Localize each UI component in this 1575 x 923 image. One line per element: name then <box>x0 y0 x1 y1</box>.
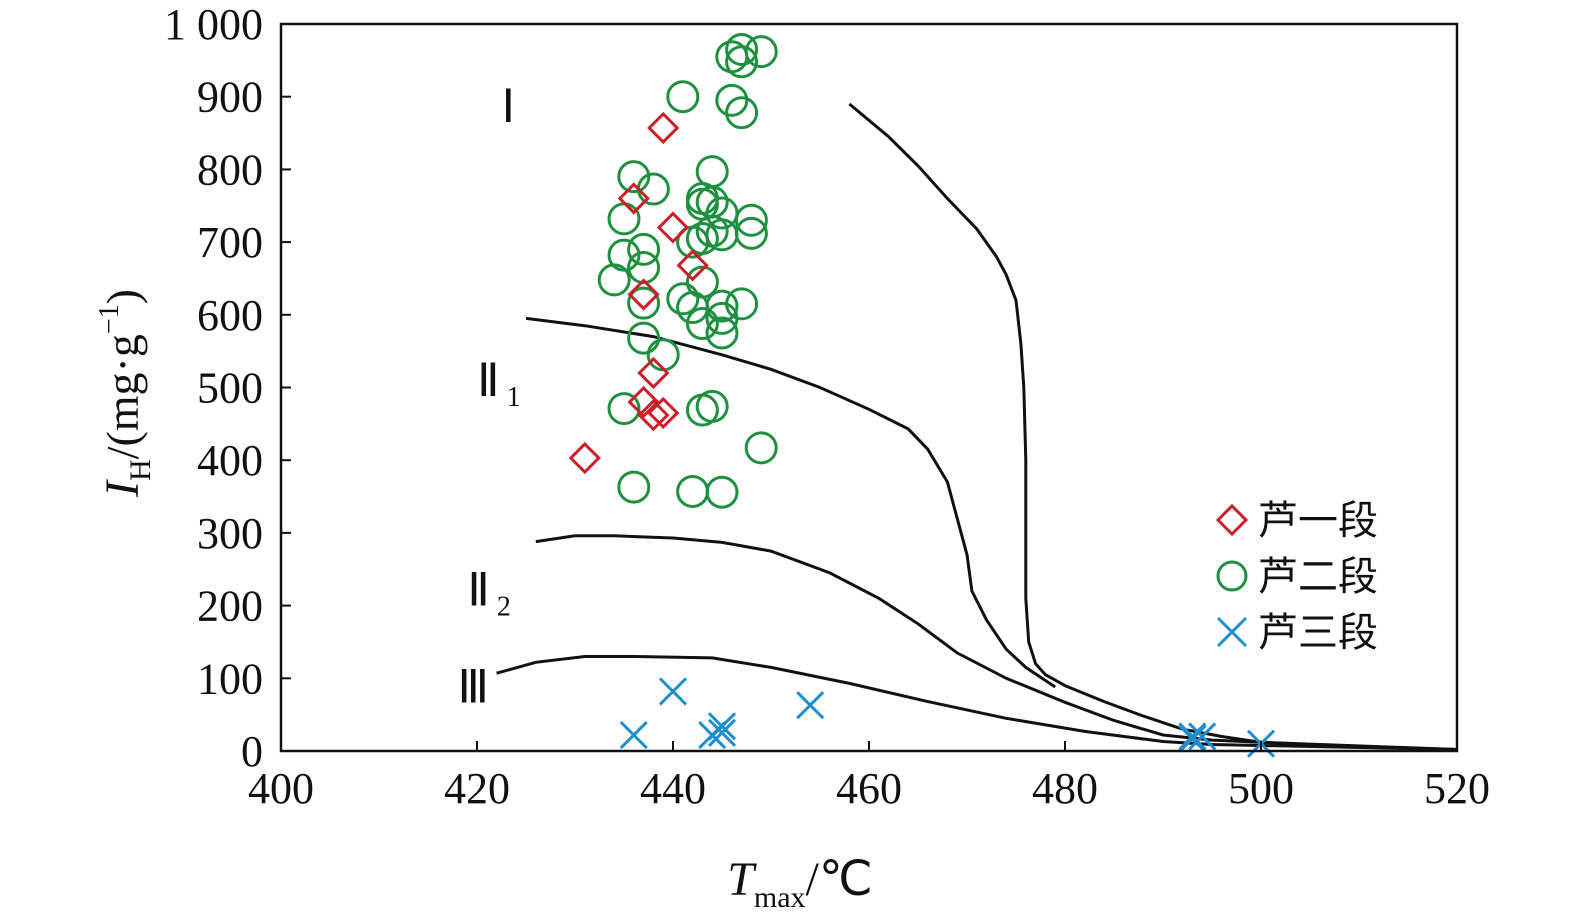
data-points <box>568 32 1276 758</box>
circle-point <box>617 470 651 504</box>
x-tick-label: 480 <box>1032 764 1098 813</box>
boundary-line-iii <box>496 655 1458 751</box>
circle-point <box>705 475 739 509</box>
diamond-point <box>617 182 650 215</box>
region-label: Ⅲ <box>457 661 489 712</box>
circle-point <box>597 263 631 297</box>
x-point <box>1178 722 1207 751</box>
circle-point <box>676 474 710 508</box>
boundary-line-ii2 <box>535 534 1458 751</box>
region-label: Ⅱ 2 <box>467 565 511 623</box>
circle-point <box>607 202 641 236</box>
x-tick-label: 520 <box>1424 764 1490 813</box>
x-tick-label: 460 <box>836 764 902 813</box>
circle-point <box>744 431 778 465</box>
y-tick-label: 300 <box>197 509 263 558</box>
circle-point <box>617 160 651 194</box>
circle-point <box>685 307 719 341</box>
y-tick-label: 500 <box>197 364 263 413</box>
y-tick-label: 1 000 <box>164 0 263 49</box>
circle-point <box>715 83 749 117</box>
circle-point <box>705 289 739 323</box>
circle-point <box>685 221 719 255</box>
circle-point <box>734 216 768 250</box>
circle-point <box>725 32 759 66</box>
y-tick-label: 100 <box>197 654 263 703</box>
region-label: Ⅰ <box>502 81 516 132</box>
circle-point <box>627 286 661 320</box>
region-label: Ⅱ 1 <box>477 355 521 413</box>
legend-marker <box>1216 560 1248 592</box>
circle-point <box>734 203 768 237</box>
boundary-line-ii1 <box>525 316 1057 689</box>
circle-point <box>725 45 759 79</box>
x-tick-label: 500 <box>1228 764 1294 813</box>
boundary-lines <box>496 102 1458 751</box>
diamond-point <box>627 385 660 419</box>
circle-point <box>627 232 661 266</box>
y-tick-label: 800 <box>197 145 263 194</box>
circle-point <box>725 287 759 321</box>
circle-point <box>685 265 719 299</box>
circle-point <box>695 185 729 219</box>
legend-marker <box>1215 503 1249 537</box>
x-tick-label: 440 <box>640 764 706 813</box>
circle-point <box>646 338 680 372</box>
circle-point <box>705 218 739 252</box>
x-tick-label: 400 <box>248 764 314 813</box>
circle-point <box>695 389 729 423</box>
x-tick-label: 420 <box>444 764 510 813</box>
circle-point <box>607 392 641 426</box>
circle-point <box>695 155 729 189</box>
x-point <box>796 691 825 720</box>
y-tick-label: 200 <box>197 582 263 631</box>
x-point <box>1178 724 1207 753</box>
diamond-point <box>637 399 670 432</box>
y-axis-title: IH/(mg·g−1) <box>94 289 157 498</box>
y-tick-label: 700 <box>197 218 263 267</box>
x-point <box>707 712 737 741</box>
boundary-line-i <box>848 102 1458 751</box>
x-point <box>619 720 648 750</box>
diamond-point <box>637 356 670 390</box>
y-tick-label: 0 <box>241 727 263 776</box>
circle-point <box>666 282 700 316</box>
x-point <box>707 718 737 747</box>
legend-label: 芦二段 <box>1258 554 1378 600</box>
circle-point <box>627 321 661 355</box>
diamond-point <box>656 211 690 244</box>
x-point <box>1188 722 1217 751</box>
circle-point <box>744 35 778 69</box>
y-tick-label: 600 <box>197 291 263 340</box>
diamond-point <box>627 278 660 311</box>
y-tick-label: 400 <box>197 436 263 485</box>
diamond-point <box>568 441 601 475</box>
diamond-point <box>647 396 680 430</box>
legend-label: 芦三段 <box>1258 610 1378 656</box>
circle-point <box>725 96 759 130</box>
circle-point <box>666 80 700 114</box>
legend-marker <box>1216 616 1248 648</box>
axis-ticks: 400 420 440 460 480 500 520 0 100 200 300 400 500 600… <box>164 0 1490 813</box>
region-labels: Ⅰ Ⅱ 1 Ⅱ 2 Ⅲ <box>457 81 520 712</box>
diamond-point <box>647 111 680 145</box>
x-axis-title: Tmax/℃ <box>727 853 873 914</box>
circle-point <box>705 316 739 350</box>
diamond-point <box>676 249 709 282</box>
x-point <box>658 677 688 706</box>
y-tick-label: 900 <box>197 73 263 122</box>
legend-label: 芦一段 <box>1258 498 1378 544</box>
